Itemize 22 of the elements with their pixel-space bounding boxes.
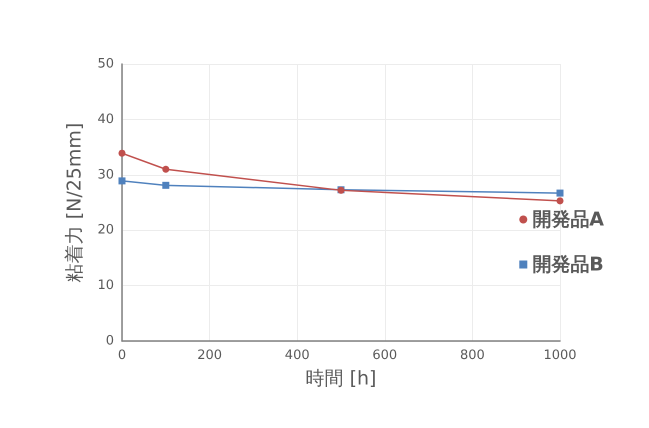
legend-label: 開発品B — [532, 254, 604, 276]
x-tick-label: 400 — [284, 348, 310, 363]
point — [162, 182, 170, 189]
y-tick-label: 0 — [106, 334, 114, 348]
x-tick-label: 600 — [372, 348, 398, 363]
point — [556, 190, 564, 197]
y-axis-title: 粘着力 [N/25mm] — [64, 122, 86, 282]
point — [556, 197, 564, 204]
x-tick-label: 800 — [460, 348, 485, 363]
point — [118, 150, 126, 157]
point — [162, 166, 170, 173]
x-axis-title: 時間 [h] — [306, 368, 376, 390]
x-tick-label: 200 — [197, 348, 222, 363]
x-tick-label: 0 — [118, 348, 126, 363]
y-tick-label: 40 — [97, 112, 114, 127]
y-tick-label: 30 — [97, 167, 114, 182]
y-tick-label: 20 — [97, 222, 114, 238]
point — [118, 177, 126, 184]
legend-label: 開発品A — [532, 208, 604, 230]
x-tick-label: 1000 — [543, 348, 577, 363]
y-tick-label: 10 — [97, 278, 114, 294]
y-tick-label: 50 — [97, 56, 114, 72]
